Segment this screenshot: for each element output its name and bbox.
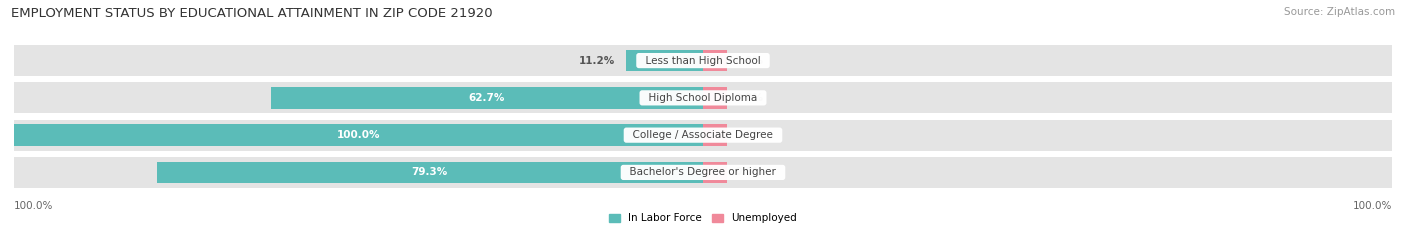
Text: High School Diploma: High School Diploma [643, 93, 763, 103]
Legend: In Labor Force, Unemployed: In Labor Force, Unemployed [605, 209, 801, 228]
Text: 0.0%: 0.0% [734, 93, 763, 103]
Bar [156, 162, 703, 183]
Bar [703, 50, 727, 71]
Text: College / Associate Degree: College / Associate Degree [626, 130, 780, 140]
Text: 100.0%: 100.0% [337, 130, 380, 140]
Text: 0.0%: 0.0% [734, 130, 763, 140]
Text: 79.3%: 79.3% [412, 168, 449, 177]
Text: 0.0%: 0.0% [734, 56, 763, 65]
Text: EMPLOYMENT STATUS BY EDUCATIONAL ATTAINMENT IN ZIP CODE 21920: EMPLOYMENT STATUS BY EDUCATIONAL ATTAINM… [11, 7, 494, 20]
Bar [14, 124, 703, 146]
Bar [271, 87, 703, 109]
Text: 62.7%: 62.7% [468, 93, 505, 103]
Text: Source: ZipAtlas.com: Source: ZipAtlas.com [1284, 7, 1395, 17]
Bar [703, 162, 727, 183]
Bar [14, 157, 1392, 188]
Bar [703, 124, 727, 146]
Text: Bachelor's Degree or higher: Bachelor's Degree or higher [623, 168, 783, 177]
Bar [14, 82, 1392, 113]
Text: 100.0%: 100.0% [1353, 202, 1392, 212]
Bar [14, 120, 1392, 151]
Text: 100.0%: 100.0% [14, 202, 53, 212]
Bar [703, 87, 727, 109]
Text: Less than High School: Less than High School [638, 56, 768, 65]
Bar [626, 50, 703, 71]
Text: 11.2%: 11.2% [579, 56, 616, 65]
Bar [14, 45, 1392, 76]
Text: 0.0%: 0.0% [734, 168, 763, 177]
